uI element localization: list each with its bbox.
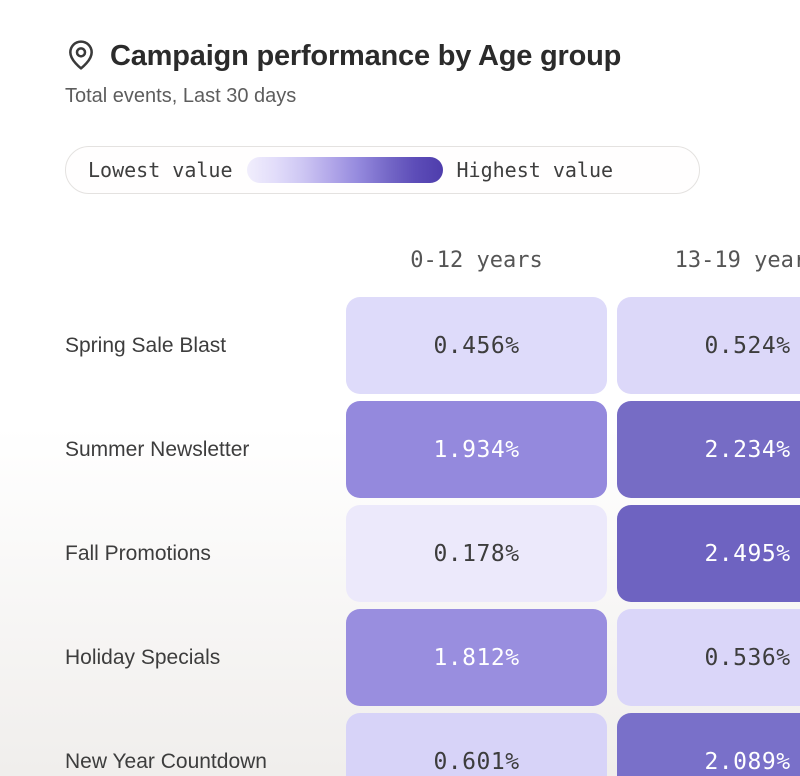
heatmap-cell: 2.495% [617,505,800,602]
title-row: Campaign performance by Age group [65,34,800,78]
heatmap-legend: Lowest value Highest value [65,146,700,194]
row-label-new-year-countdown: New Year Countdown [65,749,267,773]
heatmap-cell: 2.089% [617,713,800,776]
heatmap-grid: Spring Sale Blast 0.456% 0.524% Summer N… [65,297,800,776]
heatmap-cell: 0.601% [346,713,607,776]
legend-gradient-bar [246,157,443,183]
legend-lowest-label: Lowest value [88,158,233,182]
legend-highest-label: Highest value [456,158,614,182]
map-pin-icon [69,40,93,70]
heatmap-cell: 2.234% [617,401,800,498]
column-header-13-19-years: 13-19 years [674,247,800,273]
heatmap-cell: 0.536% [617,609,800,706]
row-label-summer-newsletter: Summer Newsletter [65,437,250,461]
row-label-fall-promotions: Fall Promotions [65,541,211,565]
heatmap-cell: 1.812% [346,609,607,706]
row-label-holiday-specials: Holiday Specials [65,645,221,669]
heatmap-cell: 0.524% [617,297,800,394]
page-subtitle: Total events, Last 30 days [65,85,297,107]
column-header-0-12-years: 0-12 years [410,247,543,273]
heatmap-cell: 0.178% [346,505,607,602]
page-title: Campaign performance by Age group [110,40,622,72]
row-label-spring-sale-blast: Spring Sale Blast [65,333,227,357]
heatmap-column-headers: 0-12 years 13-19 years [65,246,800,274]
report-header: Campaign performance by Age group Total … [65,34,800,110]
heatmap-cell: 0.456% [346,297,607,394]
heatmap-cell: 1.934% [346,401,607,498]
